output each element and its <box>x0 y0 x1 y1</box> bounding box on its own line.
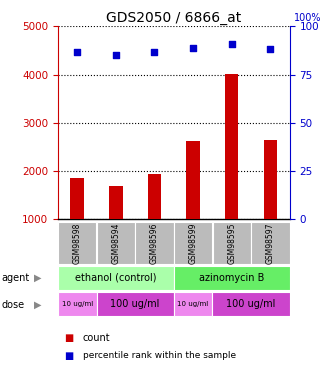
Title: GDS2050 / 6866_at: GDS2050 / 6866_at <box>106 11 241 25</box>
Bar <box>213 222 251 264</box>
Point <box>113 52 118 58</box>
Text: azinomycin B: azinomycin B <box>199 273 264 283</box>
Bar <box>263 140 277 268</box>
Bar <box>174 222 212 264</box>
Text: 100 ug/ml: 100 ug/ml <box>226 299 276 309</box>
Text: 100%: 100% <box>294 13 321 24</box>
Text: 100 ug/ml: 100 ug/ml <box>111 299 160 309</box>
Bar <box>225 74 238 268</box>
Text: ■: ■ <box>65 351 74 360</box>
Point <box>152 49 157 55</box>
Text: ▶: ▶ <box>34 300 42 309</box>
Text: 10 ug/ml: 10 ug/ml <box>177 301 209 307</box>
Text: GSM98598: GSM98598 <box>73 222 82 264</box>
Text: 10 ug/ml: 10 ug/ml <box>62 301 93 307</box>
Bar <box>186 141 200 268</box>
Bar <box>71 178 84 268</box>
Point <box>74 49 80 55</box>
Point <box>190 45 196 51</box>
Bar <box>58 222 96 264</box>
Text: agent: agent <box>2 273 30 283</box>
Bar <box>97 292 174 316</box>
Bar <box>174 292 213 316</box>
Text: ethanol (control): ethanol (control) <box>75 273 157 283</box>
Text: GSM98597: GSM98597 <box>266 222 275 264</box>
Text: ■: ■ <box>65 333 74 343</box>
Text: count: count <box>83 333 110 343</box>
Bar <box>174 266 290 290</box>
Bar <box>148 174 161 268</box>
Text: dose: dose <box>2 300 25 309</box>
Bar <box>97 222 135 264</box>
Bar <box>109 186 122 268</box>
Text: GSM98594: GSM98594 <box>111 222 120 264</box>
Bar <box>135 222 174 264</box>
Text: GSM98596: GSM98596 <box>150 222 159 264</box>
Bar <box>213 292 290 316</box>
Text: percentile rank within the sample: percentile rank within the sample <box>83 351 236 360</box>
Bar <box>58 292 97 316</box>
Point <box>229 41 234 47</box>
Text: GSM98599: GSM98599 <box>189 222 198 264</box>
Text: ▶: ▶ <box>34 273 42 283</box>
Bar <box>58 266 174 290</box>
Bar <box>251 222 290 264</box>
Point <box>268 46 273 53</box>
Text: GSM98595: GSM98595 <box>227 222 236 264</box>
